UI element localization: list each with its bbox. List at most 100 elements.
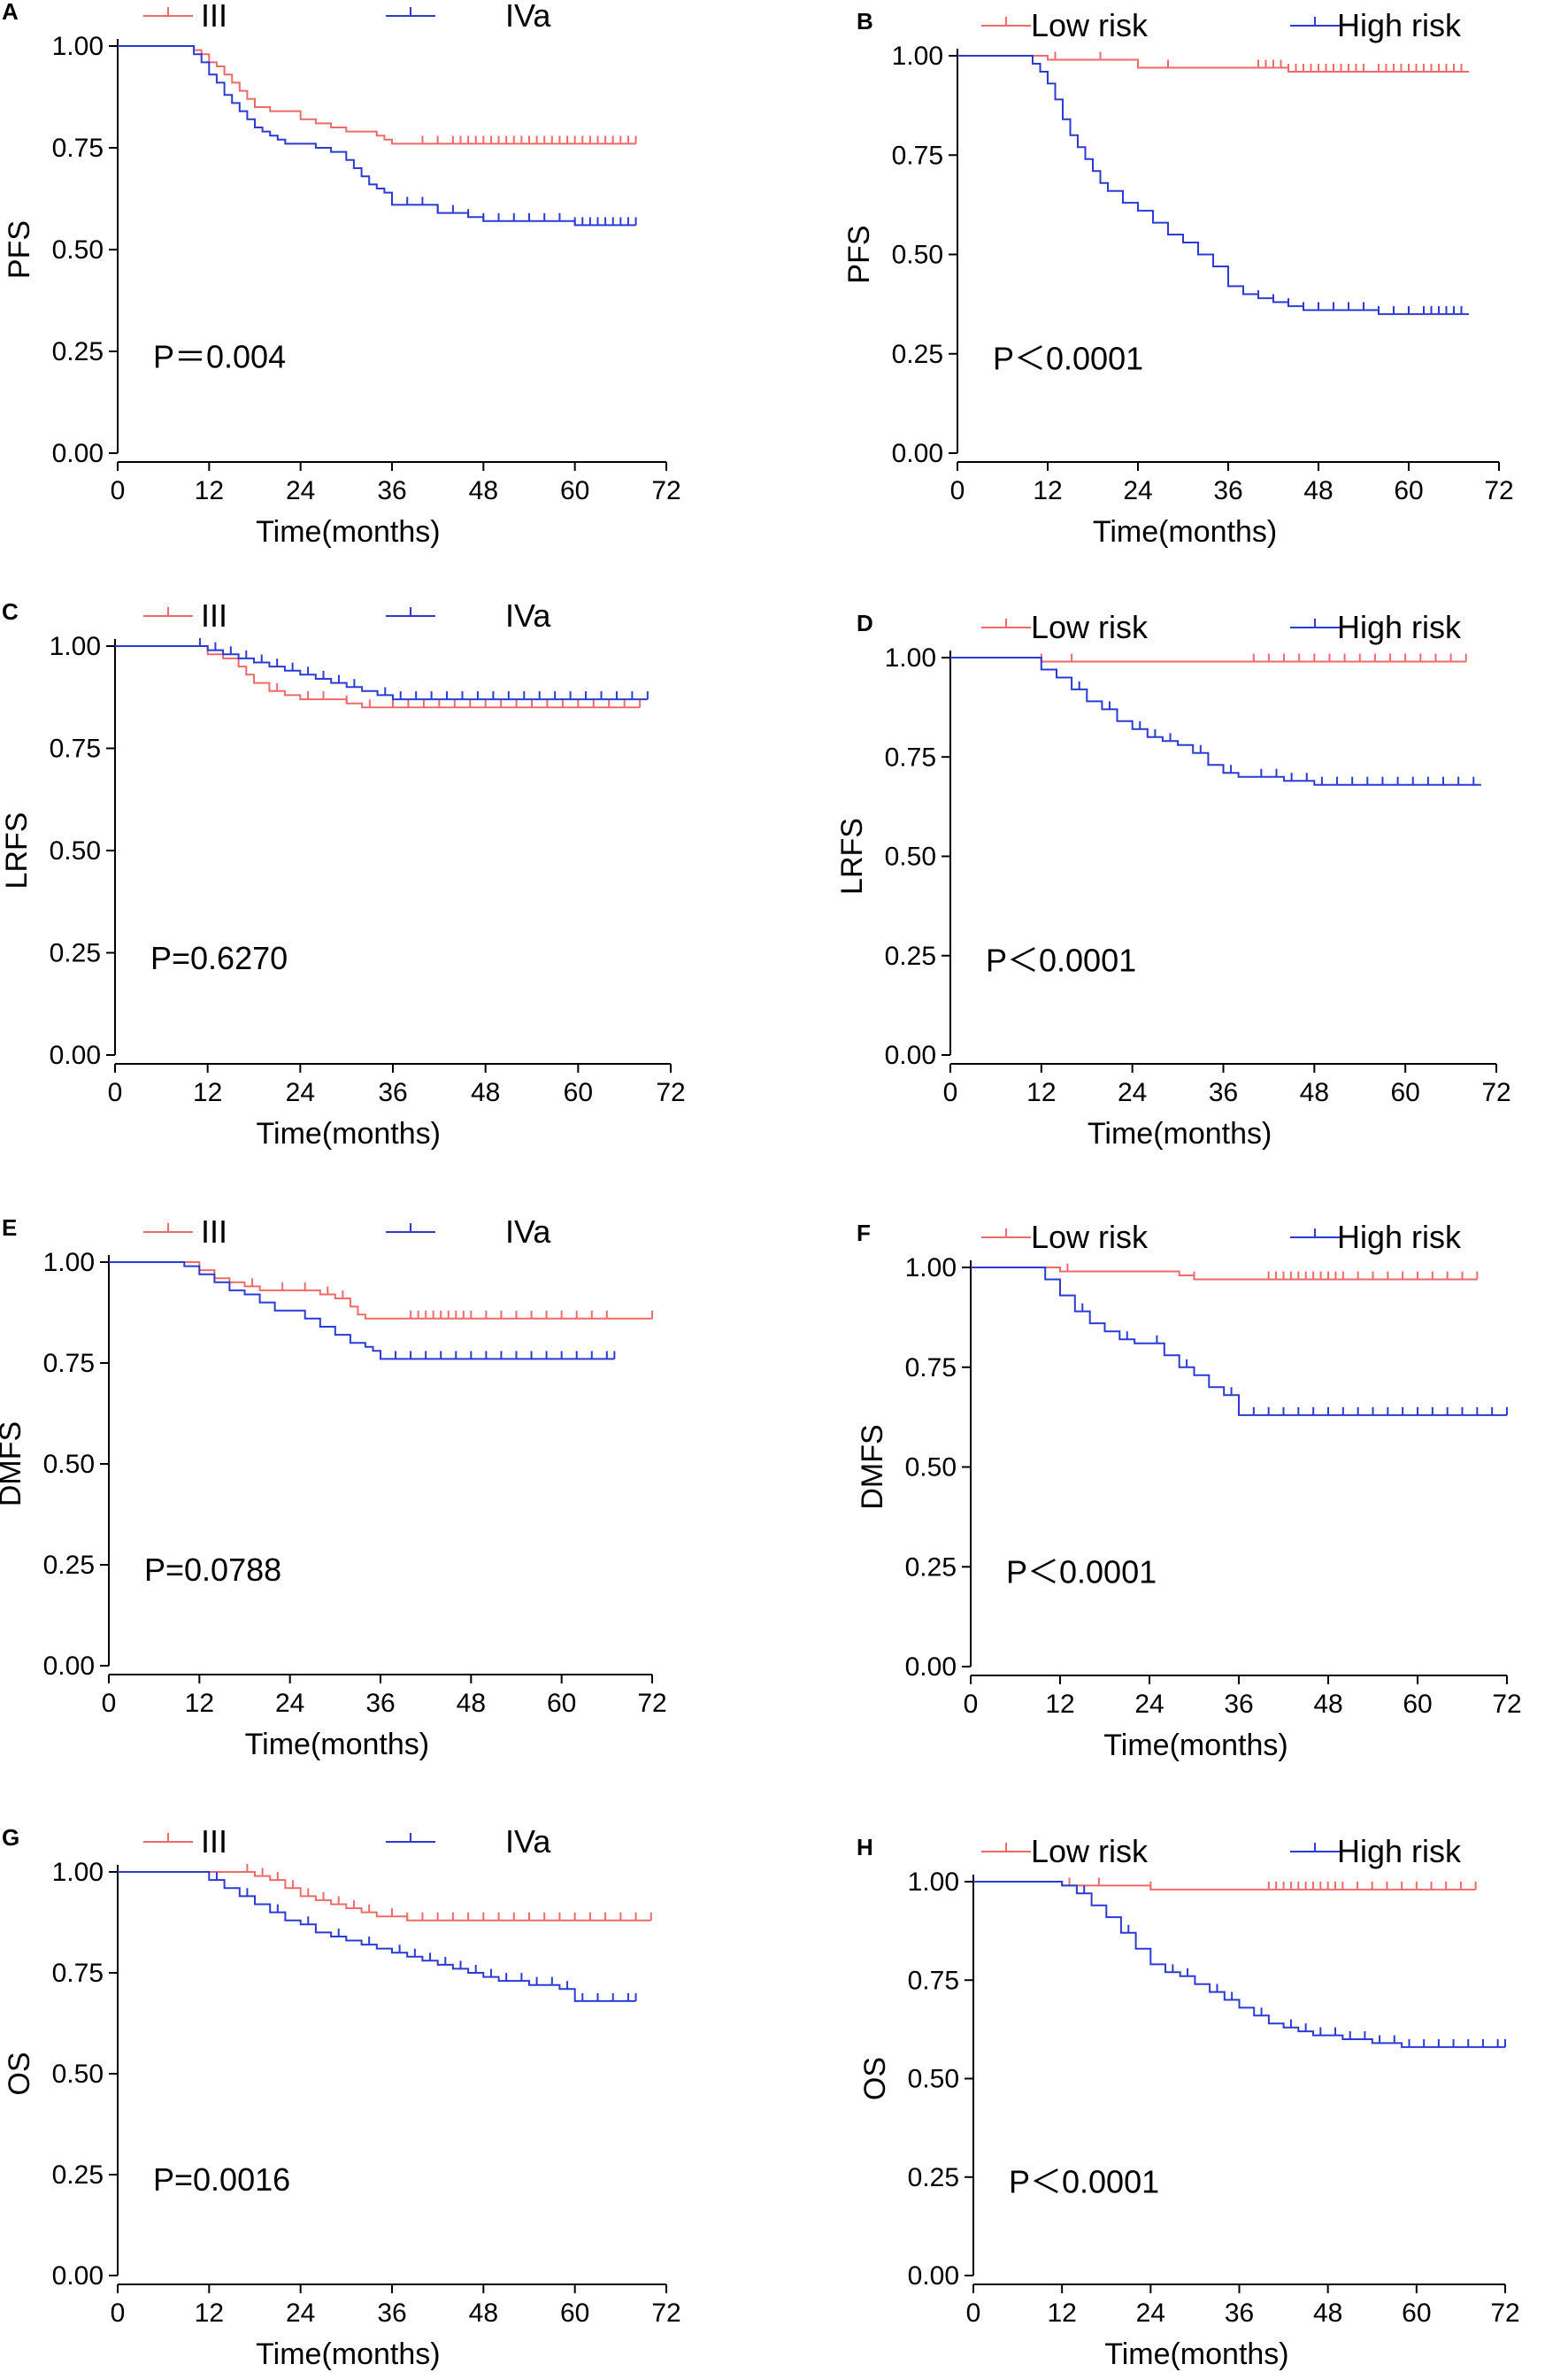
survival-curve-iva [118,1871,636,2002]
y-tick-label: 0.00 [50,1041,101,1070]
y-tick-label: 0.75 [885,743,936,772]
x-tick-label: 72 [651,476,680,505]
legend-label: Low risk [1031,1833,1149,1869]
x-tick-label: 60 [564,1078,593,1107]
y-tick-label: 0.00 [908,2261,959,2291]
x-tick-label: 60 [1394,476,1423,505]
x-tick-label: 72 [637,1689,666,1718]
y-tick-label: 0.50 [52,2060,104,2089]
x-tick-label: 60 [560,476,589,505]
legend-label: III [201,1213,227,1250]
x-tick-label: 0 [111,476,126,505]
survival-curve-low-risk [957,55,1469,73]
legend-label: High risk [1337,7,1462,43]
survival-curve-low-risk [973,1881,1476,1891]
panel-letter: A [2,0,19,25]
panel-g: G 0.00 0.25 0.50 0.75 1.00 0 12 24 36 48 60 72 Time(m… [2,1823,681,2371]
y-tick-label: 0.75 [52,134,104,163]
x-tick-label: 60 [1390,1078,1419,1107]
panel-d: D 0.00 0.25 0.50 0.75 1.00 0 12 24 36 48 60 72 Time(m… [835,609,1511,1151]
panel-h: H 0.00 0.25 0.50 0.75 1.00 0 12 24 36 48 60 72 Time(m… [857,1833,1520,2371]
y-tick-label: 0.00 [52,439,104,468]
y-tick-label: 0.50 [50,836,101,866]
legend-label: High risk [1337,1219,1462,1255]
legend-label: High risk [1337,1833,1462,1869]
p-value-label: P＝0.004 [153,338,286,374]
x-tick-label: 60 [1402,2299,1431,2328]
x-tick-label: 0 [950,476,965,505]
panel-f: F 0.00 0.25 0.50 0.75 1.00 0 12 24 36 48 60 72 Time(m… [856,1219,1522,1762]
x-tick-label: 0 [111,2299,126,2328]
x-tick-label: 48 [1303,476,1333,505]
survival-curve-high-risk [971,1267,1507,1416]
survival-curve-iii [109,1261,652,1320]
x-tick-label: 48 [469,2299,498,2328]
y-tick-label: 0.25 [52,2160,104,2190]
y-tick-label: 1.00 [52,1858,104,1887]
x-tick-label: 0 [964,1690,979,1719]
y-tick-label: 0.25 [52,337,104,366]
x-axis-title: Time(months) [1088,1117,1272,1151]
y-tick-label: 0.50 [905,1453,957,1482]
x-tick-label: 36 [1225,2299,1254,2328]
legend-label: IVa [505,0,551,34]
panel-letter: F [857,1220,871,1246]
x-tick-label: 48 [469,476,498,505]
x-tick-label: 72 [1490,2299,1519,2328]
x-tick-label: 72 [1492,1690,1521,1719]
y-tick-label: 0.25 [885,942,936,971]
x-tick-label: 36 [1213,476,1242,505]
p-value-label: P＜0.0001 [986,943,1136,979]
y-tick-label: 1.00 [905,1253,957,1282]
y-axis-title: PFS [3,220,36,279]
p-value-label: P＜0.0001 [1009,2164,1159,2200]
legend-label: IVa [505,597,551,634]
p-value-label: P=0.0016 [153,2161,290,2198]
panel-e: E 0.00 0.25 0.50 0.75 1.00 0 12 24 36 48 60 72 Time(m… [0,1213,667,1761]
x-tick-label: 0 [943,1078,958,1107]
x-tick-label: 0 [102,1689,117,1718]
p-value-label: P=0.6270 [150,940,288,976]
legend-label: Low risk [1031,609,1149,645]
legend-label: High risk [1337,609,1462,645]
x-tick-label: 12 [1047,2299,1076,2328]
x-tick-label: 60 [1403,1690,1432,1719]
y-tick-label: 1.00 [50,632,101,661]
panel-c: C 0.00 0.25 0.50 0.75 1.00 0 12 24 36 48 60 72 Time(m… [0,597,686,1151]
x-axis-title: Time(months) [256,515,440,549]
x-tick-label: 36 [1209,1078,1238,1107]
x-tick-label: 72 [1484,476,1513,505]
y-tick-label: 0.75 [52,1959,104,1988]
x-tick-label: 48 [1313,2299,1342,2328]
x-tick-label: 24 [286,2299,315,2328]
x-tick-label: 24 [286,1078,315,1107]
survival-curve-high-risk [950,657,1481,786]
panel-letter: D [857,610,873,636]
x-tick-label: 48 [471,1078,500,1107]
x-tick-label: 60 [560,2299,589,2328]
y-tick-label: 1.00 [52,32,104,61]
x-axis-title: Time(months) [1104,2337,1288,2371]
x-tick-label: 72 [1481,1078,1510,1107]
y-tick-label: 0.50 [892,241,943,270]
x-axis-title: Time(months) [257,1117,441,1151]
y-tick-label: 0.50 [43,1450,95,1479]
y-tick-label: 0.75 [905,1353,957,1382]
legend-label: IVa [505,1823,551,1860]
x-tick-label: 12 [195,2299,224,2328]
panel-b: B 0.00 0.25 0.50 0.75 1.00 0 12 24 36 48 60 72 Time(m… [842,7,1514,549]
y-axis-title: DMFS [0,1421,27,1506]
y-tick-label: 0.00 [892,439,943,468]
y-tick-label: 0.25 [892,340,943,369]
survival-curve-iii [118,45,636,145]
legend-label: III [201,1823,227,1860]
survival-curve-iii [118,1871,651,1921]
y-axis-title: PFS [842,225,876,283]
survival-curve-high-risk [957,55,1469,315]
x-tick-label: 36 [365,1689,395,1718]
panel-letter: B [857,8,873,35]
y-tick-label: 0.25 [905,1552,957,1582]
y-axis-title: LRFS [0,812,34,890]
x-tick-label: 24 [1136,2299,1165,2328]
